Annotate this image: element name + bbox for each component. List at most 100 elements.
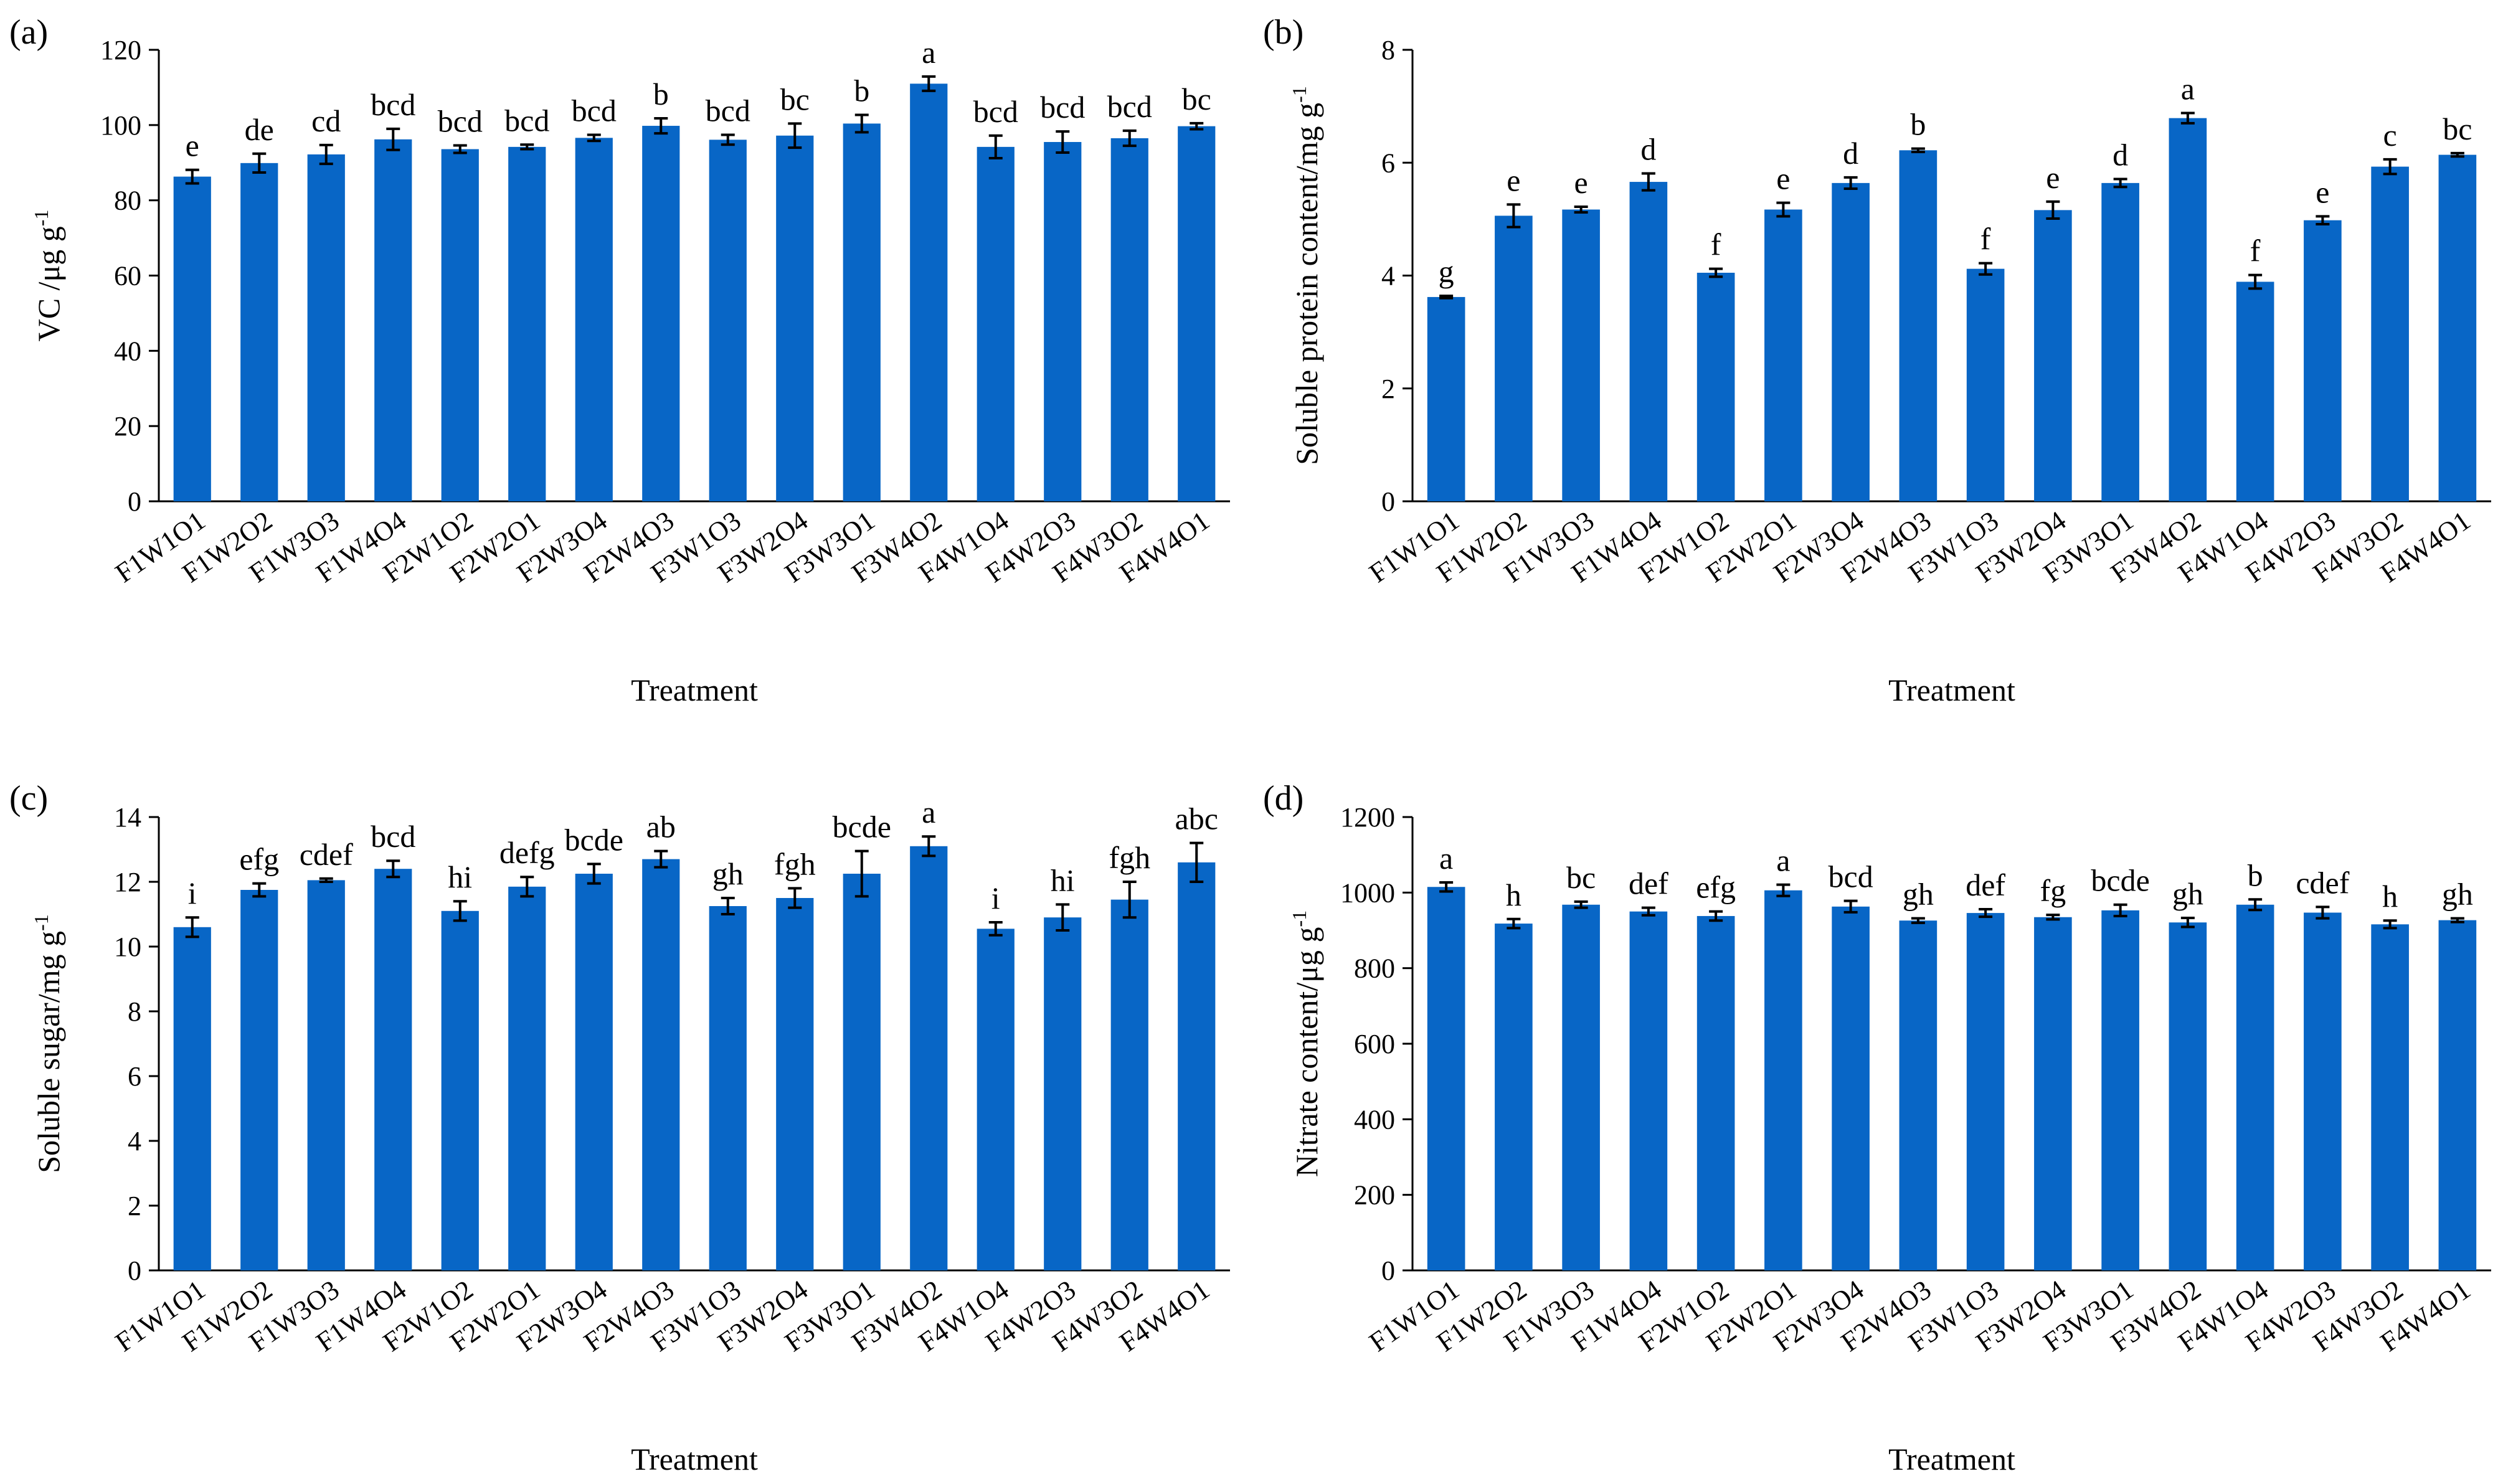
significance-letter: b: [854, 73, 869, 108]
significance-letter: fgh: [774, 846, 816, 881]
bar: [843, 123, 881, 501]
chart-panel-d: (d) 0 200 400 600 800 1000 1200 Nitrate content/…: [1263, 779, 2491, 1477]
bar: [2236, 904, 2274, 1270]
significance-letter: g: [1439, 254, 1454, 289]
significance-letter: d: [1640, 131, 1656, 166]
significance-letter: efg: [1696, 870, 1736, 905]
significance-letter: bcd: [438, 103, 483, 138]
y-axis-label-text: Soluble sugar/mg g: [31, 931, 66, 1173]
y-tick-label: 400: [1354, 1104, 1395, 1135]
bar: [1178, 862, 1216, 1270]
bar: [1832, 182, 1870, 501]
y-tick-label: 1000: [1340, 877, 1395, 908]
significance-letter: bcd: [572, 93, 617, 128]
bar: [1110, 138, 1148, 501]
significance-letter: bcd: [371, 819, 415, 854]
x-axis-label: Treatment: [1888, 673, 2015, 707]
y-tick-label: 2: [1381, 374, 1395, 404]
significance-letter: e: [1507, 163, 1520, 197]
significance-letter: cdef: [2296, 865, 2349, 900]
bar: [1629, 911, 1668, 1270]
y-tick-label: 800: [1354, 953, 1395, 984]
significance-letter: bcd: [706, 93, 750, 128]
y-axis-label: Soluble sugar/mg g-1: [30, 914, 66, 1173]
bar: [374, 139, 412, 501]
y-axis-label-superscript: -1: [30, 914, 52, 931]
bar: [2101, 910, 2139, 1270]
significance-letter: i: [188, 876, 197, 910]
bar: [240, 890, 278, 1270]
y-tick-label: 60: [114, 261, 141, 291]
bar: [2304, 220, 2342, 501]
y-tick-label: 80: [114, 186, 141, 216]
bar: [709, 906, 747, 1270]
significance-letter: a: [1776, 843, 1790, 878]
bar: [2304, 912, 2342, 1270]
significance-letter: bcde: [2091, 863, 2149, 898]
bar: [2034, 917, 2072, 1270]
bar: [1764, 890, 1802, 1270]
bar: [910, 846, 948, 1270]
significance-letter: abc: [1175, 801, 1218, 836]
significance-letter: def: [1629, 866, 1668, 901]
significance-letter: bcde: [833, 810, 891, 844]
significance-letter: def: [1966, 867, 2005, 902]
significance-letter: bcd: [1040, 90, 1085, 125]
y-tick-label: 4: [128, 1126, 141, 1156]
bar: [642, 859, 680, 1270]
significance-letter: gh: [2172, 876, 2203, 911]
bar: [1427, 887, 1465, 1270]
y-tick-label: 2: [128, 1191, 141, 1221]
significance-letter: gh: [712, 856, 744, 891]
y-axis-label-superscript: -1: [30, 210, 52, 227]
bar: [1110, 899, 1148, 1270]
bar: [2438, 154, 2477, 501]
y-tick-label: 1200: [1340, 802, 1395, 833]
significance-letter: bc: [2443, 111, 2472, 146]
y-tick-label: 120: [100, 35, 141, 65]
bar: [910, 83, 948, 501]
panel-label: (a): [9, 13, 48, 52]
x-axis-label: Treatment: [631, 673, 758, 707]
bar: [709, 139, 747, 502]
y-tick-label: 0: [128, 1255, 141, 1286]
significance-letter: hi: [448, 859, 472, 894]
bar: [2236, 281, 2274, 501]
y-tick-label: 600: [1354, 1029, 1395, 1059]
bar: [2438, 920, 2477, 1270]
y-axis-label-text: Nitrate content/μg g: [1289, 927, 1324, 1177]
bar: [1966, 913, 2005, 1270]
significance-letter: f: [1980, 222, 1991, 257]
bar: [1899, 150, 1938, 501]
bar: [173, 927, 211, 1270]
y-axis-label-superscript: -1: [1288, 910, 1310, 927]
significance-letter: hi: [1051, 863, 1075, 897]
y-tick-label: 0: [128, 486, 141, 517]
bar: [1696, 272, 1735, 501]
bar: [776, 898, 814, 1270]
y-tick-label: 100: [100, 110, 141, 141]
y-axis-label-superscript: -1: [1288, 86, 1310, 103]
y-tick-label: 8: [1381, 35, 1395, 65]
bar: [642, 126, 680, 501]
bar: [1832, 906, 1870, 1270]
significance-letter: efg: [239, 842, 279, 877]
significance-letter: b: [1910, 107, 1926, 142]
significance-letter: bcd: [1829, 859, 1873, 894]
significance-letter: e: [186, 128, 199, 163]
panel-label: (b): [1263, 13, 1304, 52]
y-tick-label: 4: [1381, 261, 1395, 291]
significance-letter: h: [2382, 879, 2398, 914]
y-tick-label: 200: [1354, 1180, 1395, 1211]
bar: [2169, 118, 2207, 501]
bar: [1966, 268, 2005, 501]
bar: [977, 146, 1015, 501]
significance-letter: bc: [1182, 82, 1211, 116]
bar: [1044, 917, 1082, 1270]
bar: [173, 176, 211, 502]
bar: [508, 886, 546, 1270]
significance-letter: fg: [2040, 873, 2066, 908]
bar: [1696, 915, 1735, 1270]
bar: [2169, 922, 2207, 1270]
